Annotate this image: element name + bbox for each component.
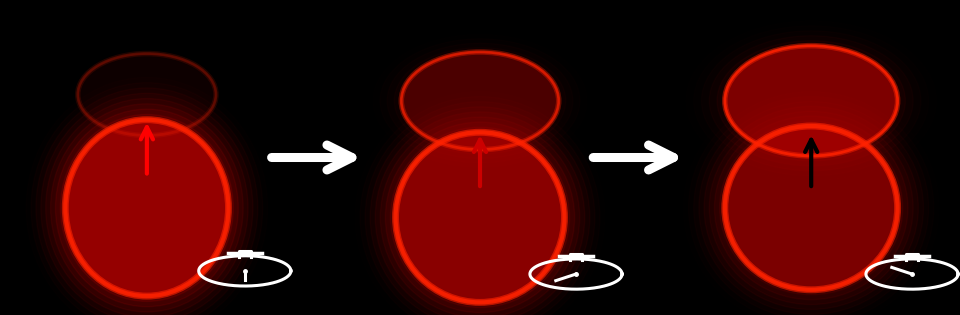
Ellipse shape	[46, 99, 248, 315]
Ellipse shape	[60, 114, 233, 301]
Ellipse shape	[56, 109, 238, 307]
Ellipse shape	[385, 122, 575, 312]
Ellipse shape	[396, 132, 564, 302]
Ellipse shape	[391, 127, 569, 307]
Ellipse shape	[725, 46, 898, 156]
Ellipse shape	[714, 116, 908, 300]
Ellipse shape	[401, 52, 559, 150]
Ellipse shape	[720, 121, 902, 295]
Ellipse shape	[380, 117, 580, 315]
Ellipse shape	[65, 120, 228, 296]
Ellipse shape	[51, 104, 243, 312]
Ellipse shape	[78, 54, 216, 135]
Ellipse shape	[725, 126, 898, 290]
